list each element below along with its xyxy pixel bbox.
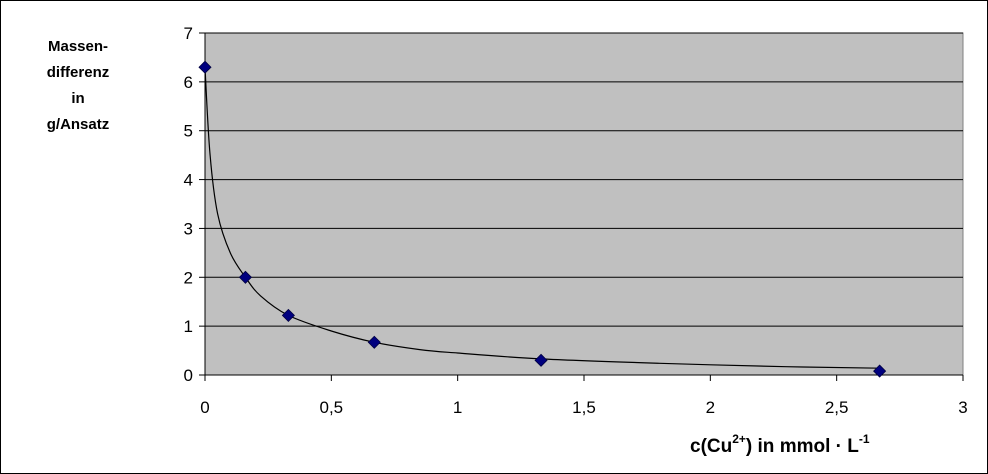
x-tick-label-0: 0 xyxy=(200,398,209,417)
y-tick-label-6: 6 xyxy=(184,73,193,92)
x-tick-label-4: 2 xyxy=(706,398,715,417)
data-point-0-0 xyxy=(198,60,212,74)
x-axis-title-ion-charge: 2+ xyxy=(732,431,746,446)
trendline-curve xyxy=(204,67,880,369)
x-axis-title: c(Cu2+) in mmol · L-1 xyxy=(690,433,870,458)
y-tick-label-4: 4 xyxy=(184,171,193,190)
x-tick-label-2: 1 xyxy=(453,398,462,417)
y-tick-label-3: 3 xyxy=(184,219,193,238)
plot-area xyxy=(204,32,964,376)
x-axis-title-prefix: c(Cu xyxy=(690,436,733,457)
y-tick-label-0: 0 xyxy=(184,366,193,385)
data-point-0-1 xyxy=(238,270,252,284)
data-point-0-3 xyxy=(367,335,381,349)
y-axis-label-line-3: in xyxy=(71,90,85,107)
x-axis-title-unit: ) in mmol · L xyxy=(745,436,859,457)
data-point-0-5 xyxy=(873,364,887,378)
y-axis-label-line-2: differenz xyxy=(46,64,110,81)
x-tick-label-5: 2,5 xyxy=(825,398,849,417)
y-axis-label-line-4: g/Ansatz xyxy=(46,116,110,133)
x-tick-label-6: 3 xyxy=(958,398,967,417)
data-point-0-2 xyxy=(281,308,295,322)
y-tick-label-2: 2 xyxy=(184,268,193,287)
y-tick-label-7: 7 xyxy=(184,24,193,43)
x-tick-label-1: 0,5 xyxy=(320,398,344,417)
y-tick-label-1: 1 xyxy=(184,317,193,336)
x-tick-label-3: 1,5 xyxy=(572,398,596,417)
y-tick-label-5: 5 xyxy=(184,122,193,141)
x-axis-title-unit-exponent: -1 xyxy=(858,431,870,446)
data-point-0-4 xyxy=(534,353,548,367)
y-axis-label-line-1: Massen- xyxy=(47,38,109,55)
